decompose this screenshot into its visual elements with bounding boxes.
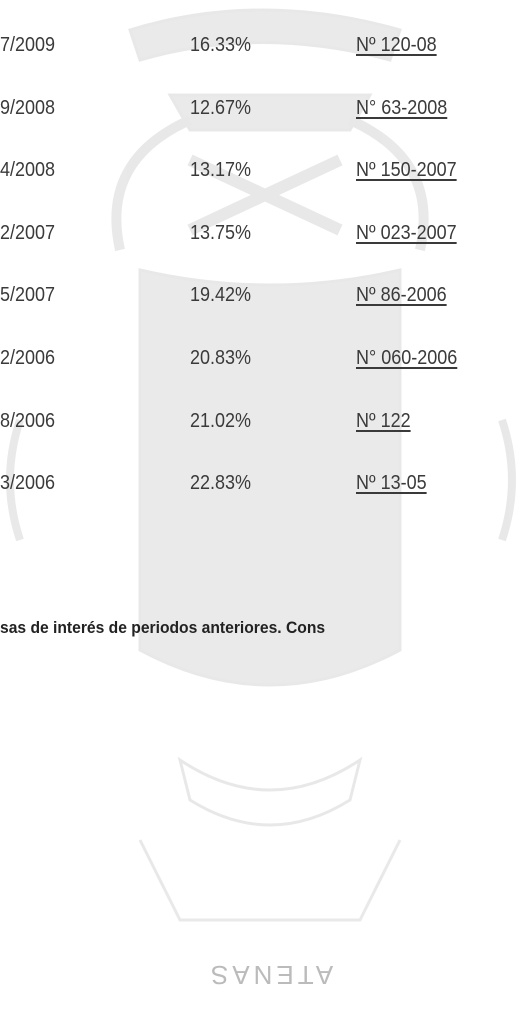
rate-cell: 13.17% <box>190 159 251 182</box>
date-cell: 2/2006 <box>0 347 55 370</box>
reference-link[interactable]: Nº 13-05 <box>356 472 427 495</box>
date-cell: 4/2008 <box>0 159 55 182</box>
reference-link[interactable]: Nº 150-2007 <box>356 159 457 182</box>
reference-link[interactable]: Nº 86-2006 <box>356 284 447 307</box>
date-cell: 8/2006 <box>0 410 55 433</box>
watermark-emblem: ATENAS <box>0 0 522 1036</box>
rate-cell: 19.42% <box>190 284 251 307</box>
note-text: sas de interés de periodos anteriores. C… <box>0 618 325 638</box>
rate-cell: 22.83% <box>190 472 251 495</box>
reference-link[interactable]: Nº 120-08 <box>356 34 437 57</box>
rate-cell: 12.67% <box>190 97 251 120</box>
rate-cell: 21.02% <box>190 410 251 433</box>
reference-link[interactable]: N° 060-2006 <box>356 347 457 370</box>
date-cell: 2/2007 <box>0 222 55 245</box>
date-cell: 9/2008 <box>0 97 55 120</box>
reference-link[interactable]: N° 63-2008 <box>356 97 447 120</box>
rate-cell: 16.33% <box>190 34 251 57</box>
date-cell: 7/2009 <box>0 34 55 57</box>
watermark-text: ATENAS <box>207 960 333 990</box>
document-page: ATENAS 7/2009 16.33% Nº 120-08 9/2008 12.67%… <box>0 0 522 1036</box>
rate-cell: 13.75% <box>190 222 251 245</box>
rate-cell: 20.83% <box>190 347 251 370</box>
date-cell: 3/2006 <box>0 472 55 495</box>
date-cell: 5/2007 <box>0 284 55 307</box>
reference-link[interactable]: Nº 122 <box>356 410 411 433</box>
reference-link[interactable]: Nº 023-2007 <box>356 222 457 245</box>
